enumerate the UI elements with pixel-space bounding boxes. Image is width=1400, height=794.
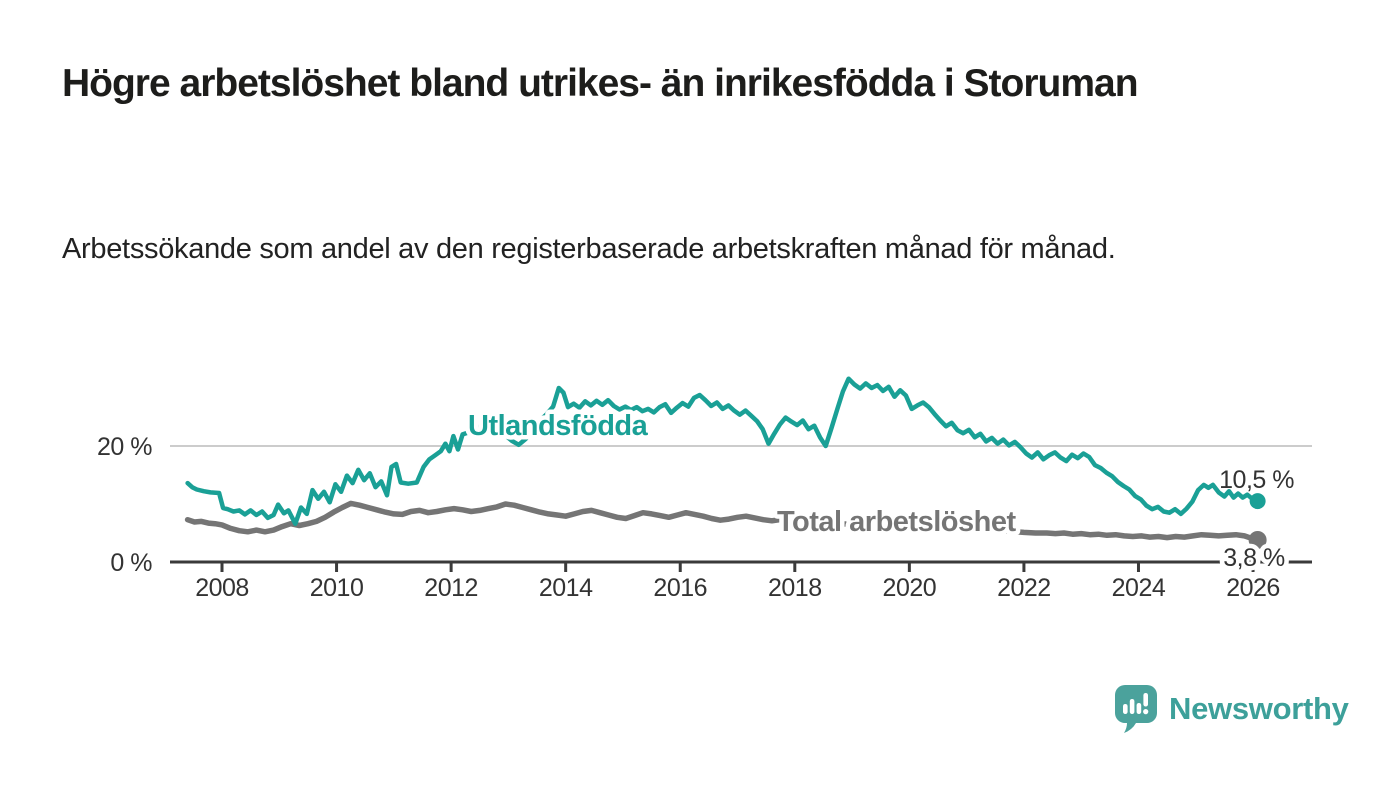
series-end-dot-total (1248, 530, 1267, 549)
series-line-total (184, 500, 1261, 543)
x-axis-tick-label: 2024 (1112, 574, 1166, 602)
x-axis-tick-label: 2014 (539, 574, 593, 602)
y-axis-tick-label: 0 % (110, 549, 152, 577)
y-axis-tick-label: 20 % (97, 433, 152, 461)
series-end-dot-utlandsfodda (1249, 493, 1266, 510)
page-title: Högre arbetslöshet bland utrikes- än inr… (62, 62, 1139, 105)
series-label-total-arbetsloshet: Total arbetslöshet (777, 506, 1016, 538)
newsworthy-pin-icon (1115, 685, 1157, 733)
newsworthy-logo[interactable]: Newsworthy (1114, 684, 1349, 734)
x-axis-tick-label: 2020 (883, 574, 937, 602)
page-subtitle: Arbetssökande som andel av den registerb… (62, 233, 1116, 265)
x-axis-tick-label: 2012 (424, 574, 478, 602)
x-axis-tick-label: 2008 (195, 574, 249, 602)
end-value-label-total: 3,8 % (1223, 544, 1285, 572)
x-axis-tick-label: 2022 (997, 574, 1051, 602)
end-value-label-utlandsfodda: 10,5 % (1219, 466, 1294, 494)
x-axis-tick-label: 2026 (1226, 574, 1280, 602)
newsworthy-logo-text: Newsworthy (1169, 691, 1349, 726)
series-line-utlandsfodda (185, 376, 1260, 526)
x-axis-tick-label: 2016 (653, 574, 707, 602)
series-label-utlandsfodda: Utlandsfödda (468, 410, 649, 442)
x-axis-tick-label: 2018 (768, 574, 822, 602)
x-axis-tick-label: 2010 (310, 574, 364, 602)
